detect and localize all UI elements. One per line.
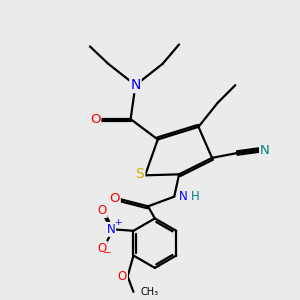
- Text: O: O: [98, 204, 107, 217]
- Text: CH₃: CH₃: [141, 287, 159, 297]
- Text: O: O: [98, 242, 107, 255]
- Text: N: N: [260, 144, 270, 157]
- Text: N: N: [130, 78, 141, 92]
- Text: N: N: [179, 190, 188, 203]
- Text: O: O: [109, 192, 120, 205]
- Text: O: O: [90, 112, 101, 126]
- Text: +: +: [114, 218, 121, 227]
- Text: S: S: [136, 167, 144, 181]
- Text: O: O: [118, 270, 127, 283]
- Text: −: −: [103, 248, 112, 259]
- Text: H: H: [191, 190, 200, 203]
- Text: N: N: [106, 223, 115, 236]
